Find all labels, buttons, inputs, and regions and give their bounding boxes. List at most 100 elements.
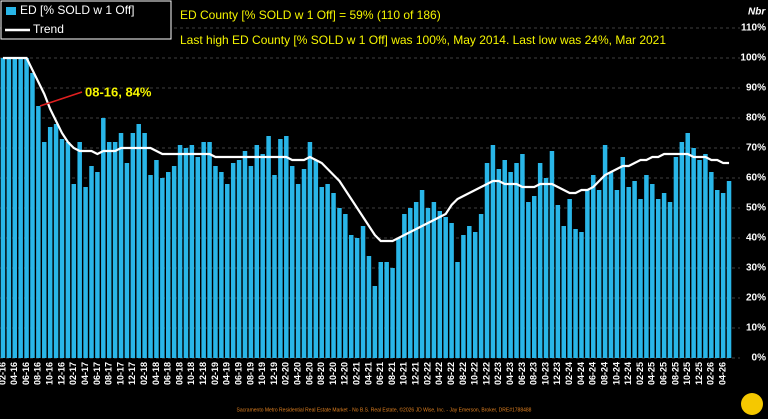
bar	[18, 58, 23, 358]
bar	[242, 151, 248, 358]
bar	[520, 154, 525, 358]
y-axis-label: Nbr	[748, 7, 766, 18]
x-tick-label: 08-16	[33, 362, 43, 385]
x-tick-label: 08-19	[245, 362, 255, 385]
bar	[703, 154, 708, 358]
bar	[573, 229, 578, 358]
bar	[496, 169, 502, 358]
x-tick-label: 02-18	[139, 362, 149, 385]
bar	[207, 142, 212, 358]
bar	[514, 163, 519, 358]
bar	[709, 172, 714, 358]
x-tick-label: 12-16	[56, 362, 66, 385]
x-tick-label: 04-18	[151, 362, 161, 385]
annotation: Last high ED County [% SOLD w 1 Off] was…	[180, 33, 666, 47]
bar	[596, 190, 602, 358]
bar	[266, 136, 271, 358]
x-tick-label: 08-21	[387, 362, 397, 385]
x-tick-label: 10-20	[328, 362, 338, 385]
x-tick-label: 06-18	[163, 362, 173, 385]
y-tick-label: 50%	[746, 203, 766, 214]
x-tick-label: 10-22	[470, 362, 480, 385]
annotation: ED County [% SOLD w 1 Off] = 59% (110 of…	[180, 8, 441, 22]
bar	[201, 142, 206, 358]
x-tick-label: 06-19	[233, 362, 243, 385]
bar	[136, 124, 141, 358]
x-tick-label: 12-23	[552, 362, 562, 385]
bar	[449, 223, 454, 358]
bar	[24, 58, 29, 358]
bar	[360, 226, 366, 358]
x-tick-label: 08-17	[104, 362, 114, 385]
bar	[89, 166, 94, 358]
x-tick-label: 08-18	[174, 362, 184, 385]
x-tick-label: 04-26	[718, 362, 728, 385]
bar	[36, 106, 41, 358]
x-tick-label: 04-20	[292, 362, 302, 385]
labels: 0% 10% 20% 30% 40% 50% 60% 70% 80% 90% 100% 110% 02-…	[0, 23, 766, 385]
bar	[402, 214, 407, 358]
bar	[12, 58, 18, 358]
x-tick-label: 02-26	[706, 362, 716, 385]
x-tick-label: 08-23	[529, 362, 539, 385]
bar	[443, 217, 448, 358]
bar	[685, 133, 690, 358]
bar	[543, 178, 549, 358]
bar	[295, 184, 301, 358]
x-tick-label: 02-17	[68, 362, 78, 385]
bar	[319, 187, 324, 358]
bar	[53, 124, 59, 358]
x-tick-label: 12-22	[481, 362, 491, 385]
bar	[425, 208, 431, 358]
bar	[714, 190, 720, 358]
bar	[148, 175, 153, 358]
bar	[325, 184, 330, 358]
annotation-pointer	[39, 91, 83, 107]
bar	[95, 172, 100, 358]
y-tick-label: 0%	[752, 353, 767, 364]
y-tick-label: 10%	[746, 323, 766, 334]
bar	[697, 160, 702, 358]
bar	[331, 193, 336, 358]
bar	[567, 199, 572, 358]
bar	[183, 148, 189, 358]
bar	[0, 58, 6, 358]
bar	[620, 157, 626, 358]
x-tick-label: 10-18	[186, 362, 196, 385]
x-tick-label: 02-16	[0, 362, 7, 385]
legend: ED [% SOLD w 1 Off] Trend	[0, 0, 172, 40]
x-tick-label: 08-22	[458, 362, 468, 385]
bar	[667, 202, 673, 358]
bar	[30, 73, 35, 358]
bar	[366, 256, 372, 358]
y-tick-label: 100%	[740, 53, 766, 64]
x-tick-label: 12-25	[694, 362, 704, 385]
bar	[254, 145, 260, 358]
bar	[638, 199, 643, 358]
bar	[431, 202, 437, 358]
x-tick-label: 10-17	[115, 362, 125, 385]
x-tick-label: 08-24	[599, 362, 609, 385]
bar	[490, 145, 496, 358]
x-tick-label: 12-20	[340, 362, 350, 385]
bar	[549, 151, 555, 358]
bar	[408, 208, 413, 358]
bar	[165, 172, 171, 358]
bar	[225, 184, 230, 358]
x-tick-label: 02-24	[564, 362, 574, 385]
x-tick-label: 04-21	[363, 362, 373, 385]
legend-label: ED [% SOLD w 1 Off]	[20, 3, 134, 17]
y-tick-label: 110%	[741, 23, 766, 34]
x-tick-label: 10-19	[257, 362, 267, 385]
bar	[585, 190, 590, 358]
legend-swatch	[6, 7, 16, 15]
bar	[591, 175, 596, 358]
x-tick-label: 10-23	[540, 362, 550, 385]
x-tick-label: 02-21	[352, 362, 362, 385]
bar	[626, 187, 631, 358]
x-tick-label: 04-25	[647, 362, 657, 385]
bar	[508, 172, 513, 358]
bar	[124, 163, 130, 358]
footer: Sacramento Metro Residential Real Estate…	[237, 406, 532, 413]
bar	[177, 145, 183, 358]
